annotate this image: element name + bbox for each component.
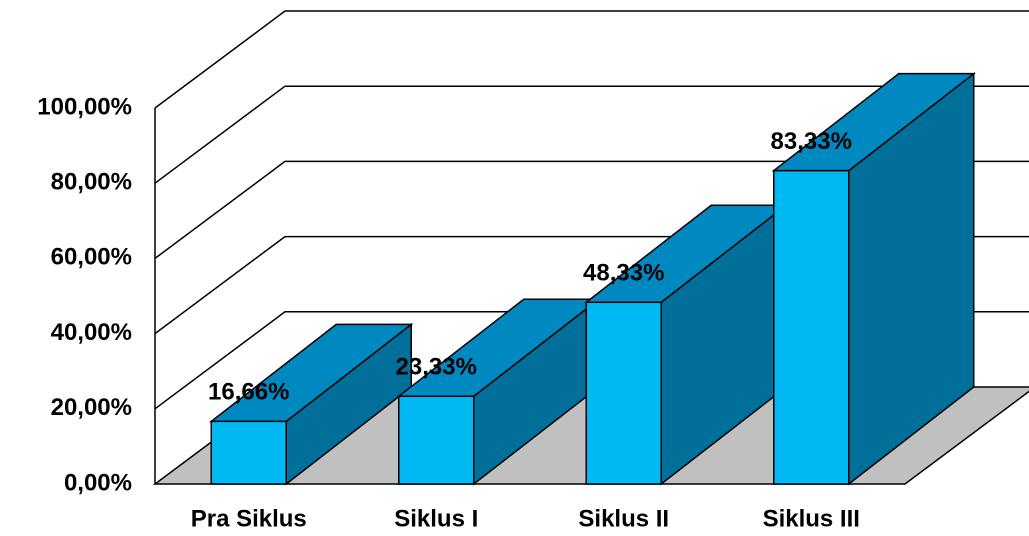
value-label: 23,33% (396, 354, 477, 381)
y-tick-label: 60,00% (51, 244, 132, 271)
bar (210, 420, 287, 485)
bar (398, 395, 475, 485)
bar (585, 301, 662, 485)
value-label: 48,33% (583, 260, 664, 287)
x-tick-label: Siklus I (394, 505, 478, 532)
x-tick-label: Siklus II (578, 505, 669, 532)
y-tick-label: 80,00% (51, 169, 132, 196)
x-tick-label: Siklus III (763, 505, 860, 532)
value-label: 16,66% (208, 379, 289, 406)
grid-line (154, 10, 1029, 109)
grid-line (154, 85, 1029, 184)
x-tick-label: Pra Siklus (191, 505, 307, 532)
y-tick-label: 0,00% (64, 469, 132, 496)
y-tick-label: 40,00% (51, 319, 132, 346)
y-tick-label: 100,00% (37, 93, 132, 120)
value-label: 83,33% (771, 128, 852, 155)
bar (773, 169, 850, 485)
y-tick-label: 20,00% (51, 394, 132, 421)
